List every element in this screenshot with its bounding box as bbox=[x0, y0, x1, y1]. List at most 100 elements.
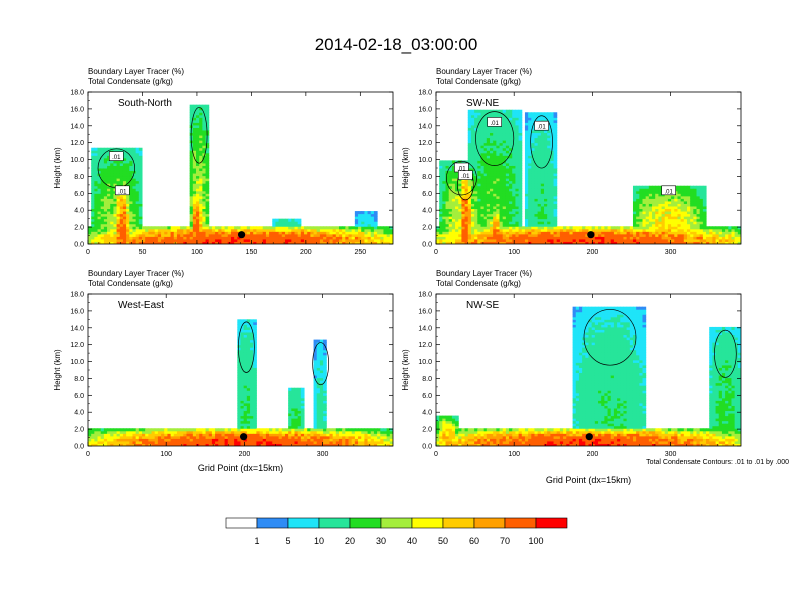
tracer-cell bbox=[505, 175, 510, 179]
tracer-cell bbox=[483, 145, 488, 149]
tracer-cell bbox=[477, 185, 481, 189]
tracer-cell bbox=[199, 213, 203, 217]
tracer-cell bbox=[509, 200, 513, 204]
tracer-cell bbox=[442, 211, 447, 215]
tracer-cell bbox=[537, 162, 542, 166]
contour-label: .01 bbox=[458, 170, 473, 180]
tracer-cell bbox=[161, 433, 165, 437]
tracer-cell bbox=[370, 223, 375, 227]
tracer-cell bbox=[493, 195, 497, 199]
tracer-cell bbox=[505, 198, 510, 202]
tracer-cell bbox=[493, 127, 497, 131]
tracer-cell bbox=[205, 190, 210, 194]
tracer-cell bbox=[652, 190, 656, 194]
tracer-cell bbox=[132, 208, 137, 212]
tracer-cell bbox=[572, 233, 577, 237]
tracer-cell bbox=[639, 185, 644, 189]
tracer-cell bbox=[332, 238, 337, 242]
tracer-cell bbox=[157, 238, 162, 242]
tracer-cell bbox=[709, 241, 713, 244]
tracer-cell bbox=[107, 162, 111, 166]
tracer-cell bbox=[122, 170, 127, 174]
tracer-cell bbox=[110, 211, 114, 215]
tracer-cell bbox=[205, 142, 210, 146]
tracer-cell bbox=[138, 185, 143, 189]
tracer-cell bbox=[496, 233, 501, 237]
panel-title-line: Total Condensate (g/kg) bbox=[436, 77, 521, 86]
tracer-cell bbox=[477, 190, 481, 194]
tracer-cell bbox=[100, 157, 105, 161]
tracer-cell bbox=[138, 180, 143, 184]
tracer-cell bbox=[518, 137, 523, 141]
tracer-cell bbox=[451, 200, 456, 204]
tracer-cell bbox=[192, 231, 197, 235]
tracer-cell bbox=[110, 160, 114, 164]
tracer-cell bbox=[531, 208, 535, 212]
tracer-cell bbox=[243, 344, 248, 348]
tracer-cell bbox=[553, 213, 558, 217]
tracer-cell bbox=[442, 216, 447, 220]
tracer-cell bbox=[132, 433, 137, 437]
tracer-cell bbox=[218, 433, 222, 437]
tracer-cell bbox=[230, 226, 235, 230]
tracer-cell bbox=[490, 170, 494, 174]
tracer-cell bbox=[107, 183, 111, 187]
tracer-cell bbox=[515, 170, 520, 174]
tracer-cell bbox=[470, 203, 475, 207]
tracer-cell bbox=[645, 218, 650, 222]
tracer-cell bbox=[509, 127, 513, 131]
tracer-cell bbox=[307, 233, 311, 237]
tracer-cell bbox=[509, 142, 513, 146]
tracer-cell bbox=[119, 200, 124, 204]
tracer-cell bbox=[642, 185, 647, 189]
tracer-cell bbox=[528, 150, 532, 154]
tracer-cell bbox=[531, 180, 535, 184]
tracer-cell bbox=[547, 135, 551, 139]
tracer-cell bbox=[224, 231, 229, 235]
tracer-cell bbox=[442, 173, 447, 177]
tracer-cell bbox=[639, 221, 644, 225]
tracer-cell bbox=[205, 203, 210, 207]
tracer-cell bbox=[610, 233, 615, 237]
tracer-cell bbox=[477, 165, 481, 169]
tracer-cell bbox=[202, 218, 207, 222]
tracer-cell bbox=[103, 208, 108, 212]
tracer-cell bbox=[591, 236, 596, 240]
tracer-cell bbox=[110, 178, 114, 182]
tracer-cell bbox=[674, 203, 678, 207]
tracer-cell bbox=[448, 178, 453, 182]
tracer-cell bbox=[569, 238, 574, 242]
tracer-cell bbox=[553, 228, 558, 232]
tracer-cell bbox=[237, 387, 241, 391]
tracer-cell bbox=[253, 342, 257, 346]
tracer-cell bbox=[439, 190, 443, 194]
tracer-cell bbox=[547, 155, 551, 159]
tracer-cell bbox=[464, 233, 469, 237]
tracer-cell bbox=[259, 241, 264, 244]
tracer-cell bbox=[451, 165, 456, 169]
tracer-cell bbox=[667, 198, 672, 202]
tracer-cell bbox=[202, 213, 207, 217]
tracer-cell bbox=[208, 433, 213, 437]
tracer-cell bbox=[439, 175, 443, 179]
tracer-cell bbox=[531, 211, 535, 215]
tracer-cell bbox=[129, 188, 133, 192]
tracer-cell bbox=[540, 112, 545, 116]
tracer-cell bbox=[547, 124, 551, 128]
tracer-cell bbox=[458, 200, 462, 204]
tracer-cell bbox=[690, 241, 694, 244]
tracer-cell bbox=[211, 435, 216, 439]
tracer-cell bbox=[135, 168, 140, 172]
tracer-cell bbox=[291, 390, 296, 394]
tracer-cell bbox=[696, 213, 701, 217]
tracer-cell bbox=[126, 155, 130, 159]
tracer-cell bbox=[512, 114, 516, 118]
tracer-cell bbox=[515, 193, 520, 197]
tracer-cell bbox=[448, 238, 453, 242]
tracer-cell bbox=[480, 188, 485, 192]
tracer-cell bbox=[626, 231, 631, 235]
tracer-cell bbox=[537, 216, 542, 220]
tracer-cell bbox=[278, 438, 283, 442]
tracer-cell bbox=[474, 119, 478, 123]
tracer-cell bbox=[515, 173, 520, 177]
